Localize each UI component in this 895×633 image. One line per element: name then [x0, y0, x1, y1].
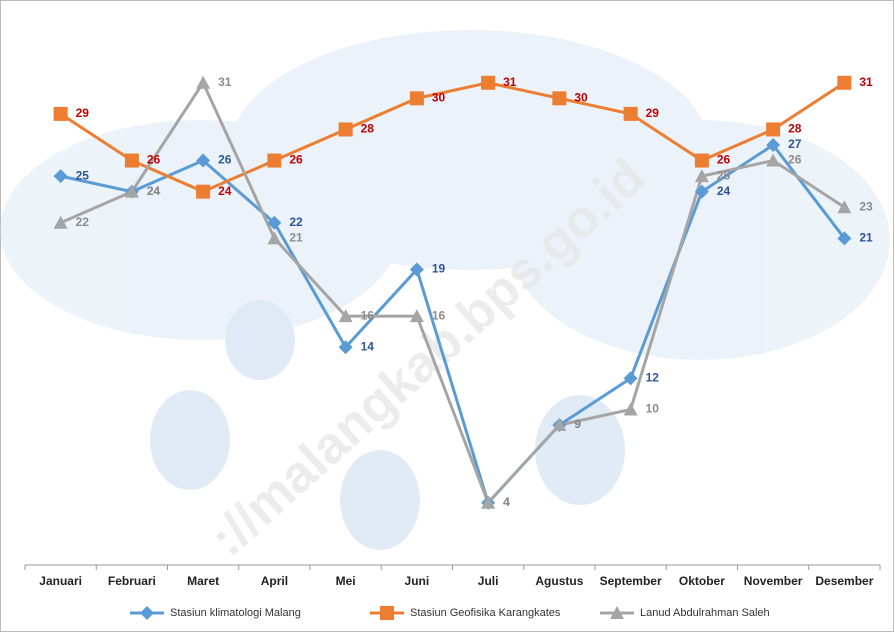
x-tick-label: Agustus	[535, 574, 583, 588]
marker	[54, 107, 68, 121]
data-label: 26	[717, 153, 731, 167]
data-label: 26	[289, 153, 303, 167]
marker	[410, 91, 424, 105]
data-label: 24	[218, 184, 232, 198]
data-label: 10	[646, 402, 660, 416]
marker	[837, 76, 851, 90]
x-tick-label: Oktober	[679, 574, 725, 588]
data-label: 23	[859, 199, 873, 213]
x-tick-label: Mei	[336, 574, 356, 588]
data-label: 28	[788, 122, 802, 136]
data-label: 31	[503, 75, 517, 89]
data-label: 12	[646, 371, 660, 385]
data-label: 4	[503, 495, 510, 509]
data-label: 26	[147, 153, 161, 167]
x-tick-label: September	[600, 574, 662, 588]
data-label: 21	[859, 231, 873, 245]
data-label: 16	[361, 308, 375, 322]
legend-label: Lanud Abdulrahman Saleh	[640, 607, 770, 619]
data-label: 29	[76, 106, 90, 120]
data-label: 26	[788, 153, 802, 167]
data-label: 30	[432, 91, 446, 105]
marker	[196, 185, 210, 199]
marker	[695, 154, 709, 168]
data-label: 19	[432, 262, 446, 276]
marker	[339, 122, 353, 136]
data-label: 24	[147, 184, 161, 198]
marker	[766, 122, 780, 136]
x-tick-label: April	[261, 574, 288, 588]
data-label: 22	[289, 215, 303, 229]
marker	[624, 107, 638, 121]
data-label: 29	[646, 106, 660, 120]
data-label: 27	[788, 137, 802, 151]
x-tick-label: Februari	[108, 574, 156, 588]
data-label: 31	[859, 75, 873, 89]
data-label: 26	[218, 153, 232, 167]
x-tick-label: Januari	[39, 574, 82, 588]
data-label: 14	[361, 339, 375, 353]
data-label: 31	[218, 75, 232, 89]
legend-label: Stasiun Geofisika Karangkates	[410, 607, 561, 619]
data-label: 21	[289, 231, 303, 245]
data-label: 30	[574, 91, 588, 105]
x-tick-label: November	[744, 574, 803, 588]
x-tick-label: Juni	[405, 574, 430, 588]
x-tick-label: Desember	[815, 574, 873, 588]
marker	[125, 154, 139, 168]
x-tick-label: Juli	[478, 574, 499, 588]
data-label: 9	[574, 417, 581, 431]
data-label: 25	[717, 168, 731, 182]
x-tick-label: Maret	[187, 574, 219, 588]
marker	[267, 154, 281, 168]
data-label: 16	[432, 308, 446, 322]
data-label: 25	[76, 168, 90, 182]
marker	[552, 91, 566, 105]
data-label: 28	[361, 122, 375, 136]
marker	[380, 606, 394, 620]
marker	[481, 76, 495, 90]
legend-label: Stasiun klimatologi Malang	[170, 607, 301, 619]
data-label: 22	[76, 215, 90, 229]
chart: ://malangkab.bps.go.id JanuariFebruariMa…	[0, 0, 895, 633]
data-label: 24	[717, 184, 731, 198]
